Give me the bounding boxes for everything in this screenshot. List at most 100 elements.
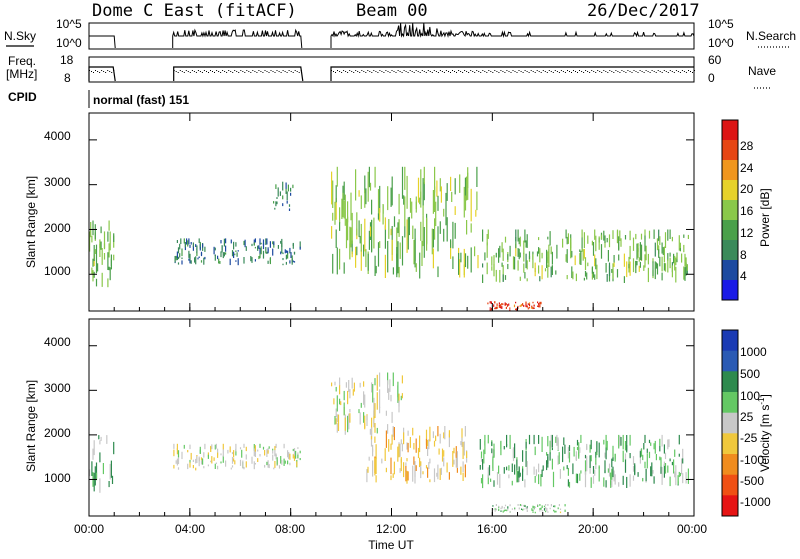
heatmap-cell <box>498 302 500 305</box>
heatmap-cell <box>291 259 293 265</box>
velocity-ylabel: Slant Range [km] <box>24 380 38 472</box>
heatmap-cell <box>484 252 486 261</box>
nave-dot <box>367 70 369 71</box>
heatmap-cell <box>287 450 289 458</box>
heatmap-cell <box>425 438 428 449</box>
heatmap-cell <box>508 474 510 479</box>
heatmap-cell <box>439 221 441 234</box>
heatmap-cell <box>192 245 194 251</box>
heatmap-cell <box>251 456 253 464</box>
heatmap-cell <box>498 304 500 307</box>
nave-dot <box>212 71 213 72</box>
nave-dot <box>109 71 111 72</box>
heatmap-cell <box>507 254 509 260</box>
nave-dot <box>694 70 695 71</box>
heatmap-cell <box>264 465 266 468</box>
heatmap-cell <box>192 459 194 462</box>
heatmap-cell <box>550 434 552 448</box>
heatmap-cell <box>107 278 109 288</box>
heatmap-cell <box>401 236 404 266</box>
heatmap-cell <box>565 254 567 262</box>
freq-label: Freq. <box>8 54 36 68</box>
heatmap-cell <box>566 275 568 280</box>
velocity-axis-ticks <box>88 319 695 516</box>
heatmap-cell <box>99 452 101 463</box>
nave-dot <box>690 71 691 72</box>
heatmap-cell <box>177 262 180 265</box>
heatmap-cell <box>605 480 607 488</box>
nsearch-tick-top: 10^5 <box>708 17 734 31</box>
heatmap-cell <box>391 176 393 206</box>
nave-dot <box>276 70 278 71</box>
heatmap-cell <box>624 453 627 460</box>
heatmap-cell <box>487 467 489 478</box>
heatmap-cell <box>91 267 93 275</box>
heatmap-cell <box>432 248 434 269</box>
nave-dot <box>385 70 387 71</box>
heatmap-cell <box>462 441 464 459</box>
heatmap-cell <box>519 504 521 506</box>
heatmap-cell <box>106 435 108 444</box>
heatmap-cell <box>220 461 222 464</box>
heatmap-cell <box>180 238 182 244</box>
heatmap-cell <box>549 452 551 461</box>
heatmap-cell <box>682 473 684 484</box>
nave-dot <box>524 70 526 71</box>
nave-dot <box>371 72 373 73</box>
heatmap-cell <box>245 454 247 460</box>
heatmap-cell <box>493 304 495 307</box>
nave-dot <box>349 70 351 71</box>
heatmap-cell <box>618 236 620 251</box>
nave-dot <box>252 70 254 71</box>
heatmap-cell <box>277 245 279 249</box>
heatmap-cell <box>626 435 628 451</box>
heatmap-cell <box>664 452 667 460</box>
heatmap-cell <box>639 451 641 458</box>
heatmap-cell <box>659 236 661 245</box>
heatmap-cell <box>503 507 505 509</box>
heatmap-cell <box>500 305 502 307</box>
heatmap-cell <box>417 177 420 203</box>
heatmap-cell <box>586 456 588 472</box>
heatmap-cell <box>251 257 253 263</box>
heatmap-cell <box>482 229 484 242</box>
heatmap-cell <box>606 238 608 243</box>
heatmap-cell <box>376 427 378 434</box>
heatmap-cell <box>92 258 94 267</box>
heatmap-cell <box>518 507 520 510</box>
heatmap-cell <box>339 207 341 224</box>
power-ytick-3000: 3000 <box>44 175 71 189</box>
freq-tick-top: 18 <box>60 53 74 67</box>
heatmap-cell <box>192 465 194 469</box>
heatmap-cell <box>95 462 98 479</box>
heatmap-cell <box>667 259 669 273</box>
heatmap-cell <box>584 454 587 459</box>
heatmap-cell <box>558 452 560 464</box>
heatmap-cell <box>616 269 619 278</box>
heatmap-cell <box>685 262 687 276</box>
heatmap-cell <box>439 178 441 192</box>
heatmap-cell <box>257 245 259 251</box>
nave-dot <box>280 72 282 73</box>
nave-dot <box>595 72 597 73</box>
heatmap-cell <box>664 263 667 272</box>
heatmap-cell <box>604 240 606 248</box>
heatmap-cell <box>684 253 686 267</box>
heatmap-cell <box>507 506 509 509</box>
heatmap-cell <box>504 509 507 511</box>
heatmap-cell <box>480 451 483 459</box>
heatmap-cell <box>604 460 606 473</box>
heatmap-cell <box>538 303 540 306</box>
nave-dot <box>472 71 474 72</box>
heatmap-cell <box>432 431 434 439</box>
heatmap-cell <box>188 238 190 245</box>
heatmap-cell <box>203 257 205 265</box>
nave-dot <box>333 71 334 72</box>
heatmap-cell <box>663 444 665 454</box>
heatmap-cell <box>455 446 457 458</box>
heatmap-cell <box>523 252 525 262</box>
heatmap-cell <box>347 390 349 405</box>
heatmap-cell <box>280 251 282 255</box>
heatmap-cell <box>661 256 663 272</box>
heatmap-cell <box>559 511 562 514</box>
